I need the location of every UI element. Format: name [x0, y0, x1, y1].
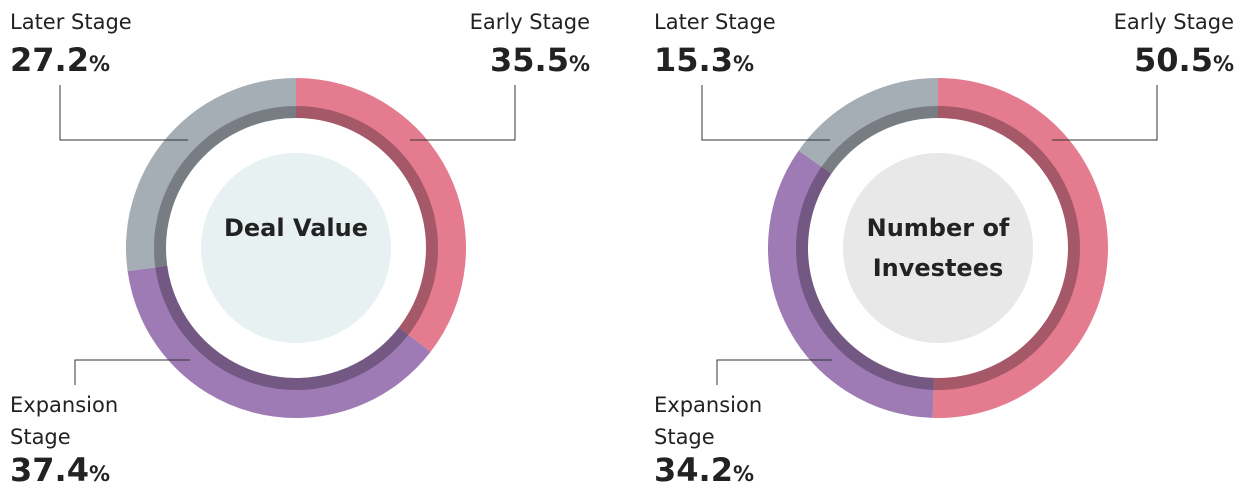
center-title: Number of Investees [866, 214, 1010, 282]
inner-ring [796, 106, 1080, 390]
leader-line [410, 85, 516, 141]
category-label: Early Stage [1113, 10, 1234, 34]
value-label: 27.2% [10, 40, 110, 84]
value-label: 37.4% [10, 450, 110, 494]
category-label: Expansion Stage [10, 393, 119, 449]
category-label: Early Stage [469, 10, 590, 34]
value-label: 34.2% [654, 450, 754, 494]
value-label: 50.5% [1074, 40, 1234, 84]
value-label: 15.3% [654, 40, 754, 84]
value-label: 35.5% [430, 40, 590, 84]
donut-segment [768, 150, 935, 418]
value-unit: % [732, 462, 754, 486]
leader-line [74, 359, 190, 385]
leader-line [1052, 85, 1158, 141]
category-label: Expansion Stage [654, 393, 763, 449]
leader-line [716, 359, 832, 385]
value-number: 35.5 [490, 41, 569, 79]
center-title: Deal Value [223, 214, 369, 242]
donut-segment [798, 78, 939, 174]
value-number: 50.5 [1134, 41, 1213, 79]
donut-segment [932, 78, 1108, 418]
value-number: 37.4 [10, 451, 89, 489]
center-disc [201, 153, 391, 343]
donut-segment [295, 78, 466, 352]
category-label: Later Stage [10, 10, 132, 34]
leader-line [59, 85, 188, 141]
leader-line [701, 85, 830, 141]
value-unit: % [88, 462, 110, 486]
value-unit: % [1212, 52, 1234, 76]
value-number: 27.2 [10, 41, 89, 79]
value-number: 34.2 [654, 451, 733, 489]
value-unit: % [88, 52, 110, 76]
value-unit: % [732, 52, 754, 76]
inner-ring [154, 106, 438, 390]
category-label: Later Stage [654, 10, 776, 34]
donut-segment [127, 265, 431, 418]
value-unit: % [568, 52, 590, 76]
value-number: 15.3 [654, 41, 733, 79]
donut-segment [126, 78, 297, 272]
center-disc [843, 153, 1033, 343]
